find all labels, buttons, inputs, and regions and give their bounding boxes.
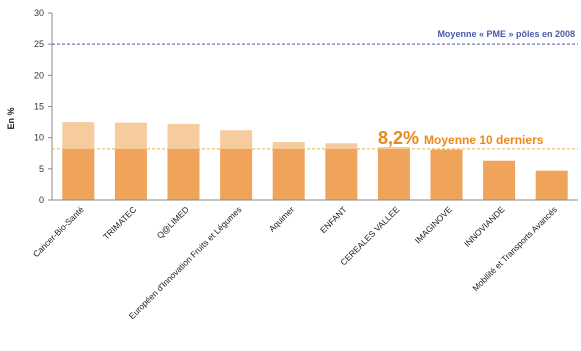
bar-lower-segment (377, 148, 410, 200)
bar (325, 143, 358, 200)
bar-upper-segment (325, 143, 358, 149)
category-label: INNOVIANDE (462, 204, 507, 249)
category-label: Cancer-Bio-Santé (31, 204, 86, 259)
reference-label-average-text: Moyenne 10 derniers (424, 133, 544, 147)
y-tick-label: 0 (39, 195, 44, 205)
bar-lower-segment (430, 149, 463, 200)
reference-label-average-value: 8,2% (378, 128, 419, 148)
bar (535, 170, 568, 200)
y-tick-label: 20 (34, 70, 44, 80)
bar-lower-segment (220, 148, 253, 200)
category-label: Mobilité et Transports Avancés (470, 204, 559, 293)
x-axis: Cancer-Bio-Santé TRIMATEC Q@LIMEDEuropéen … (31, 199, 578, 321)
bar (114, 122, 147, 200)
y-tick-label: 15 (34, 102, 44, 112)
bar-upper-segment (220, 130, 253, 149)
category-label: TRIMATEC (101, 204, 138, 241)
bars (62, 122, 568, 200)
bar-upper-segment (377, 147, 410, 149)
y-tick-label: 5 (39, 164, 44, 174)
bar-lower-segment (325, 148, 358, 200)
category-label: Européen d'Innovation Fruits et Légumes (127, 204, 244, 321)
y-axis: 0 5 10 15 20 25 30 (34, 8, 53, 205)
bar (220, 130, 253, 200)
reference-label-average-10: 8,2% Moyenne 10 derniers (378, 128, 544, 148)
bar-lower-segment (483, 160, 516, 200)
bar (430, 149, 463, 200)
bar (167, 123, 200, 200)
bar-lower-segment (535, 170, 568, 200)
y-tick-label: 10 (34, 133, 44, 143)
y-tick-label: 30 (34, 8, 44, 18)
bar-lower-segment (114, 148, 147, 200)
bar-upper-segment (114, 122, 147, 149)
category-label: Q@LIMED (155, 204, 191, 240)
bar-upper-segment (167, 123, 200, 149)
bar-lower-segment (62, 148, 95, 200)
bar-lower-segment (272, 148, 305, 200)
category-label: IMAGINOVE (413, 204, 454, 245)
category-label: CEREALES VALLEE (338, 204, 401, 267)
y-tick-label: 25 (34, 39, 44, 49)
reference-labels: Moyenne « PME » pôles en 2008 8,2% Moyenne… (378, 29, 575, 148)
category-label: Aquimer (267, 204, 297, 234)
reference-label-pme-2008: Moyenne « PME » pôles en 2008 (437, 29, 575, 39)
category-label: ENFANT (318, 204, 349, 235)
bar (377, 147, 410, 200)
bar-upper-segment (62, 122, 95, 149)
bar (272, 142, 305, 200)
bar-upper-segment (272, 142, 305, 149)
bar-lower-segment (167, 148, 200, 200)
bar (62, 122, 95, 200)
bar (483, 160, 516, 200)
y-axis-label: En % (6, 107, 16, 129)
